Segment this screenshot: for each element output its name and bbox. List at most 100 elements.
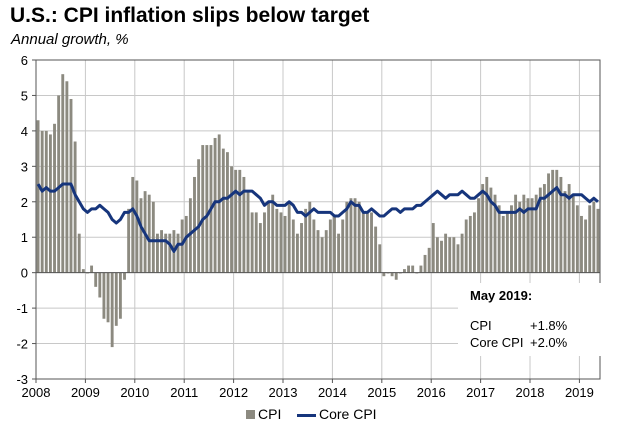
cpi-bar (555, 169, 559, 273)
cpi-bar (234, 169, 238, 273)
cpi-bar (201, 145, 205, 273)
cpi-bar (431, 223, 435, 273)
cpi-bar (563, 191, 567, 273)
cpi-bar (394, 272, 398, 280)
cpi-bar (291, 219, 295, 273)
annotation-core-label: Core CPI (470, 335, 524, 350)
cpi-bar (197, 159, 201, 273)
cpi-bar (514, 194, 518, 273)
plot-frame (35, 59, 601, 380)
cpi-bar (263, 212, 266, 273)
cpi-bar (596, 208, 600, 273)
cpi-bar (300, 223, 303, 273)
y-tick-label: -3 (16, 372, 28, 387)
cpi-bar (127, 208, 131, 273)
cpi-bar (114, 272, 118, 326)
x-tick-label: 2009 (71, 385, 100, 400)
cpi-bar (493, 194, 497, 273)
legend-bar-swatch (246, 410, 255, 419)
cpi-bar (275, 208, 279, 273)
cpi-bar (530, 198, 534, 273)
cpi-bar (559, 176, 563, 273)
cpi-bar (118, 272, 122, 319)
cpi-bar (90, 265, 94, 273)
legend-label-cpi: CPI (258, 406, 282, 422)
cpi-bar (456, 244, 460, 273)
legend-item-core-cpi: Core CPI (297, 406, 397, 424)
cpi-bar (468, 215, 472, 273)
cpi-bar (94, 272, 98, 287)
cpi-bar (271, 194, 275, 273)
cpi-bar (481, 184, 485, 273)
cpi-bar (267, 201, 271, 273)
cpi-bar (452, 237, 456, 273)
cpi-bar (151, 201, 155, 273)
cpi-bar (36, 120, 40, 273)
x-tick-label: 2008 (22, 385, 51, 400)
cpi-bar (460, 233, 464, 273)
cpi-bar (382, 272, 386, 277)
cpi-bar (164, 233, 168, 273)
y-tick-label: 6 (21, 53, 28, 68)
cpi-bar (538, 187, 542, 273)
cpi-bar (65, 81, 69, 273)
annotation-box: May 2019: CPI +1.8% Core CPI +2.0% (458, 283, 601, 356)
cpi-bar (40, 130, 44, 273)
cpi-bar (407, 265, 411, 273)
cpi-bar (205, 145, 209, 273)
x-tick-label: 2019 (565, 385, 594, 400)
cpi-bar (435, 237, 439, 273)
cpi-bar (135, 180, 139, 273)
cpi-bar (283, 215, 287, 273)
cpi-bar (316, 230, 320, 273)
cpi-bar (324, 230, 328, 273)
cpi-bar (48, 134, 52, 273)
cpi-bar (98, 272, 102, 298)
cpi-bar (378, 244, 382, 273)
cpi-bar (419, 265, 423, 273)
cpi-bar (341, 219, 345, 273)
cpi-bar (102, 272, 106, 319)
cpi-bar (238, 169, 242, 273)
cpi-bar (534, 194, 538, 273)
legend-label-core-cpi: Core CPI (319, 406, 377, 422)
annotation-cpi-value: +1.8% (530, 318, 568, 333)
cpi-bar (250, 212, 254, 273)
cpi-bar (575, 205, 579, 273)
cpi-bar (168, 233, 172, 273)
cpi-bar (180, 219, 184, 273)
cpi-bar (156, 233, 159, 273)
cpi-bar (217, 134, 221, 273)
cpi-bar (501, 215, 505, 273)
annotation-core-value: +2.0% (530, 335, 568, 350)
cpi-bar (176, 233, 180, 273)
cpi-bar (242, 176, 246, 273)
cpi-bar (279, 212, 283, 273)
x-tick-label: 2018 (516, 385, 545, 400)
x-tick-label: 2014 (318, 385, 347, 400)
cpi-bar (448, 237, 452, 273)
cpi-bar (571, 194, 575, 273)
cpi-bar (320, 237, 324, 273)
x-tick-label: 2011 (170, 385, 198, 400)
cpi-bar (110, 272, 114, 348)
cpi-bar (193, 176, 196, 273)
cpi-bar (77, 233, 81, 273)
cpi-bar (81, 269, 85, 273)
cpi-bar (123, 272, 126, 280)
cpi-bar (440, 240, 443, 273)
cpi-bar (345, 201, 349, 273)
chart-title: U.S.: CPI inflation slips below target (10, 4, 370, 27)
x-tick-label: 2012 (219, 385, 248, 400)
cpi-bar (131, 176, 135, 273)
cpi-bar (567, 184, 571, 273)
cpi-bar (518, 201, 522, 273)
cpi-bar (365, 212, 369, 273)
cpi-bar (584, 219, 588, 273)
chart-subtitle: Annual growth, % (11, 31, 129, 48)
y-tick-label: 1 (21, 230, 28, 245)
cpi-bar (230, 166, 233, 273)
cpi-bar (510, 205, 513, 273)
cpi-bar (57, 95, 61, 273)
